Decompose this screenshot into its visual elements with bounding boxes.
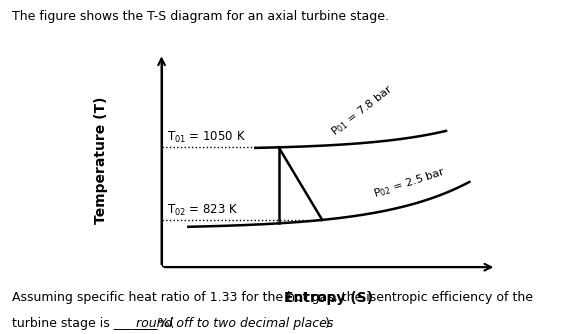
- Text: Temperature (T): Temperature (T): [94, 97, 108, 224]
- Text: turbine stage is _______%(: turbine stage is _______%(: [12, 317, 174, 330]
- Text: round off to two decimal places: round off to two decimal places: [136, 317, 333, 330]
- Text: The figure shows the T-S diagram for an axial turbine stage.: The figure shows the T-S diagram for an …: [12, 10, 388, 23]
- Text: Assuming specific heat ratio of 1.33 for the hot gas, the isentropic efficiency : Assuming specific heat ratio of 1.33 for…: [12, 291, 533, 304]
- Text: T$_{02}$ = 823 K: T$_{02}$ = 823 K: [167, 203, 238, 218]
- Text: ).: ).: [325, 317, 334, 330]
- Text: Entropy (S): Entropy (S): [284, 291, 373, 305]
- Text: T$_{01}$ = 1050 K: T$_{01}$ = 1050 K: [167, 130, 246, 145]
- Text: P$_{01}$ = 7.8 bar: P$_{01}$ = 7.8 bar: [329, 82, 396, 139]
- Text: P$_{02}$ = 2.5 bar: P$_{02}$ = 2.5 bar: [372, 165, 447, 201]
